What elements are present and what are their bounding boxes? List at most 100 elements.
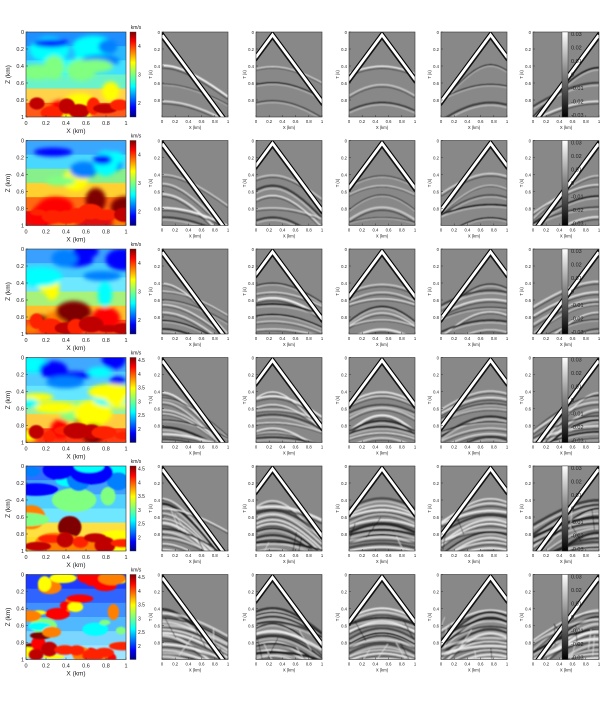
y-tick-label: 0.6 xyxy=(341,81,347,86)
x-axis-label: X (km) xyxy=(283,125,296,130)
y-tick-label: 0.8 xyxy=(525,532,531,537)
velocity-model-image xyxy=(26,357,126,443)
y-tick-label: 1 xyxy=(21,441,24,447)
y-tick-label: 0.8 xyxy=(154,98,160,103)
y-tick-label: 0.8 xyxy=(341,207,347,212)
shot-gather-image xyxy=(162,32,228,117)
y-tick-label: 1 xyxy=(21,224,24,230)
x-axis-label: X (km) xyxy=(189,342,202,347)
y-axis-label: T (s) xyxy=(519,612,524,621)
x-tick-label: 1 xyxy=(227,228,230,233)
shot-gather-image xyxy=(441,32,507,117)
velocity-colorbar xyxy=(129,465,137,552)
y-tick-label: 0.6 xyxy=(16,407,24,413)
x-axis-label: X (km) xyxy=(66,237,85,244)
y-tick-label: 0.8 xyxy=(433,98,439,103)
x-tick-label: 0.2 xyxy=(543,336,549,341)
y-tick-label: 0 xyxy=(529,30,532,35)
x-tick-label: 1 xyxy=(321,662,324,667)
x-tick-label: 0 xyxy=(532,119,535,124)
amplitude-colorbar-tick: 0.01 xyxy=(571,168,582,174)
shot-gather-frame xyxy=(348,465,416,552)
x-tick-label: 0.8 xyxy=(306,662,312,667)
velocity-colorbar-tick: 4.5 xyxy=(138,467,145,473)
x-tick-label: 0.2 xyxy=(172,553,178,558)
x-tick-label: 0.2 xyxy=(172,119,178,124)
x-tick-label: 1 xyxy=(227,119,230,124)
y-tick-label: 0.6 xyxy=(525,407,531,412)
shot-gather-frame xyxy=(255,248,323,335)
direct-wave-edge xyxy=(349,362,415,410)
y-axis-label: T (s) xyxy=(519,395,524,404)
y-axis-label: Z (km) xyxy=(5,282,12,301)
shot-gather-image xyxy=(256,140,322,226)
velocity-colorbar-tick: 4.5 xyxy=(138,575,145,581)
y-tick-label: 1 xyxy=(21,115,24,121)
shot-gather-image xyxy=(441,249,507,334)
x-tick-label: 0.8 xyxy=(399,336,405,341)
y-tick-label: 0.4 xyxy=(341,64,347,69)
y-tick-label: 0.8 xyxy=(341,98,347,103)
x-tick-label: 0.2 xyxy=(42,555,50,561)
x-axis-label: X (km) xyxy=(283,234,296,239)
y-tick-label: 0 xyxy=(252,247,255,252)
x-tick-label: 0.4 xyxy=(185,336,191,341)
x-tick-label: 0 xyxy=(440,553,443,558)
y-tick-label: 0.2 xyxy=(525,373,531,378)
y-tick-label: 0.4 xyxy=(154,64,160,69)
direct-wave xyxy=(349,574,415,624)
x-tick-label: 0.2 xyxy=(42,230,50,236)
shot-gather-frame xyxy=(348,248,416,335)
x-axis-label: X (km) xyxy=(468,234,481,239)
y-axis-label: T (s) xyxy=(148,504,153,513)
x-tick-label: 1 xyxy=(227,553,230,558)
y-tick-label: 0.2 xyxy=(154,47,160,52)
shot-gather-frame xyxy=(161,248,229,335)
y-tick-label: 0 xyxy=(21,139,24,145)
x-tick-label: 0.6 xyxy=(293,119,299,124)
x-axis-label: X (km) xyxy=(376,342,389,347)
x-tick-label: 0.4 xyxy=(556,336,562,341)
velocity-colorbar-tick: 2 xyxy=(138,101,141,107)
shot-gather-image xyxy=(256,249,322,334)
x-axis-label: X (km) xyxy=(560,451,573,456)
y-tick-label: 0.6 xyxy=(341,190,347,195)
velocity-model-image xyxy=(26,574,126,660)
velocity-colorbar-tick: 4 xyxy=(138,153,141,159)
y-tick-label: 0.6 xyxy=(16,81,24,87)
x-tick-label: 0.2 xyxy=(451,662,457,667)
y-tick-label: 0.4 xyxy=(341,607,347,612)
y-tick-label: 0.2 xyxy=(248,373,254,378)
y-axis-label: T (s) xyxy=(148,178,153,187)
shot-gather-frame xyxy=(161,465,229,552)
y-tick-label: 0.6 xyxy=(248,81,254,86)
y-tick-label: 0.8 xyxy=(525,315,531,320)
y-tick-label: 0.2 xyxy=(525,481,531,486)
y-tick-label: 0.4 xyxy=(433,173,439,178)
amplitude-colorbar-tick: -0.01 xyxy=(571,629,584,635)
y-tick-label: 0.4 xyxy=(525,498,531,503)
x-tick-label: 0.4 xyxy=(372,662,378,667)
y-tick-label: 0.6 xyxy=(154,624,160,629)
y-tick-label: 0.6 xyxy=(433,515,439,520)
y-tick-label: 0.2 xyxy=(341,373,347,378)
shot-gather-frame xyxy=(161,31,229,118)
velocity-colorbar-tick: 3 xyxy=(138,508,141,514)
x-tick-label: 0 xyxy=(532,662,535,667)
x-axis-label: X (km) xyxy=(560,559,573,564)
x-tick-label: 0.6 xyxy=(82,664,90,670)
y-tick-label: 0.2 xyxy=(433,481,439,486)
velocity-colorbar-tick: 4 xyxy=(138,44,141,50)
direct-wave xyxy=(349,249,415,299)
y-tick-label: 0.6 xyxy=(433,298,439,303)
shot-gather-frame xyxy=(440,465,508,552)
direct-wave xyxy=(256,357,322,430)
direct-wave xyxy=(162,251,225,334)
x-tick-label: 0.4 xyxy=(556,553,562,558)
velocity-colorbar-tick: 2.5 xyxy=(138,630,145,636)
y-tick-label: 1 xyxy=(21,658,24,664)
y-tick-label: 0.6 xyxy=(433,81,439,86)
x-tick-label: 0 xyxy=(532,445,535,450)
amplitude-colorbar-tick: -0.02 xyxy=(571,317,584,323)
amplitude-colorbar-tick: 0.01 xyxy=(571,276,582,282)
